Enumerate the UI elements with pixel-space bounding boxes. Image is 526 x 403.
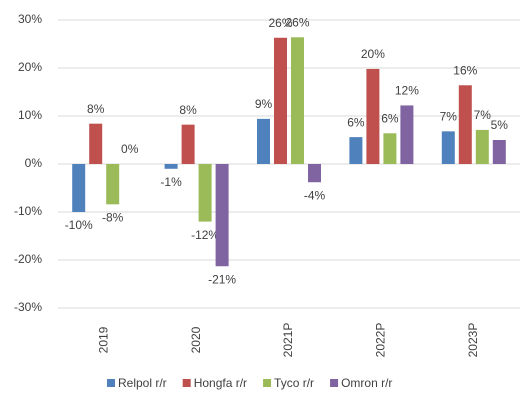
- legend-swatch: [330, 379, 339, 387]
- bar: [400, 105, 414, 164]
- legend-swatch: [263, 379, 272, 387]
- value-label: -1%: [160, 175, 182, 189]
- value-label: 8%: [87, 102, 105, 116]
- bar: [198, 164, 212, 222]
- bar: [366, 68, 380, 164]
- x-tick-label: 2021P: [281, 323, 295, 358]
- value-label: 20%: [361, 47, 385, 61]
- bar: [475, 129, 489, 164]
- bar: [383, 133, 397, 164]
- y-tick-label: 0%: [25, 156, 43, 170]
- bar: [164, 164, 178, 169]
- value-label: 6%: [347, 115, 365, 129]
- value-label: 7%: [440, 110, 458, 124]
- legend-label: Relpol r/r: [118, 376, 167, 390]
- x-tick-label: 2023P: [466, 323, 480, 358]
- bar: [291, 37, 304, 164]
- value-label: 26%: [268, 16, 292, 30]
- bar: [257, 118, 270, 164]
- bar: [72, 164, 86, 212]
- bar: [441, 131, 455, 164]
- bar: [458, 85, 472, 164]
- y-tick-label: 30%: [18, 12, 42, 26]
- value-label: 9%: [255, 97, 273, 111]
- value-label: -12%: [191, 228, 219, 242]
- bar: [106, 164, 120, 205]
- bar: [274, 37, 287, 165]
- x-tick-label: 2019: [96, 326, 110, 353]
- value-label: 12%: [395, 84, 419, 98]
- bar: [89, 123, 103, 164]
- y-tick-label: -20%: [14, 252, 42, 266]
- value-label: -4%: [304, 188, 326, 202]
- y-tick-label: -10%: [14, 204, 42, 218]
- value-label: 5%: [491, 118, 509, 132]
- legend-swatch: [182, 379, 191, 387]
- bar: [349, 137, 363, 164]
- value-label: 8%: [179, 103, 197, 117]
- value-label: 0%: [121, 142, 139, 156]
- legend-label: Hongfa r/r: [194, 376, 247, 390]
- x-tick-label: 2020: [189, 326, 203, 353]
- value-label: -21%: [208, 272, 236, 286]
- bar: [181, 124, 195, 164]
- value-label: 7%: [474, 108, 492, 122]
- bar: [492, 140, 506, 164]
- legend-label: Omron r/r: [341, 376, 392, 390]
- value-label: 26%: [285, 15, 309, 29]
- x-tick-label: 2022P: [374, 323, 388, 358]
- value-label: -8%: [102, 210, 124, 224]
- bar: [215, 164, 229, 267]
- value-label: -10%: [65, 218, 93, 232]
- y-tick-label: -30%: [14, 300, 42, 314]
- legend-label: Tyco r/r: [274, 376, 314, 390]
- value-label: 16%: [453, 63, 477, 77]
- value-label: 6%: [381, 111, 399, 125]
- y-tick-label: 10%: [18, 108, 42, 122]
- bar: [308, 164, 321, 183]
- legend-swatch: [107, 379, 115, 387]
- y-tick-label: 20%: [18, 60, 42, 74]
